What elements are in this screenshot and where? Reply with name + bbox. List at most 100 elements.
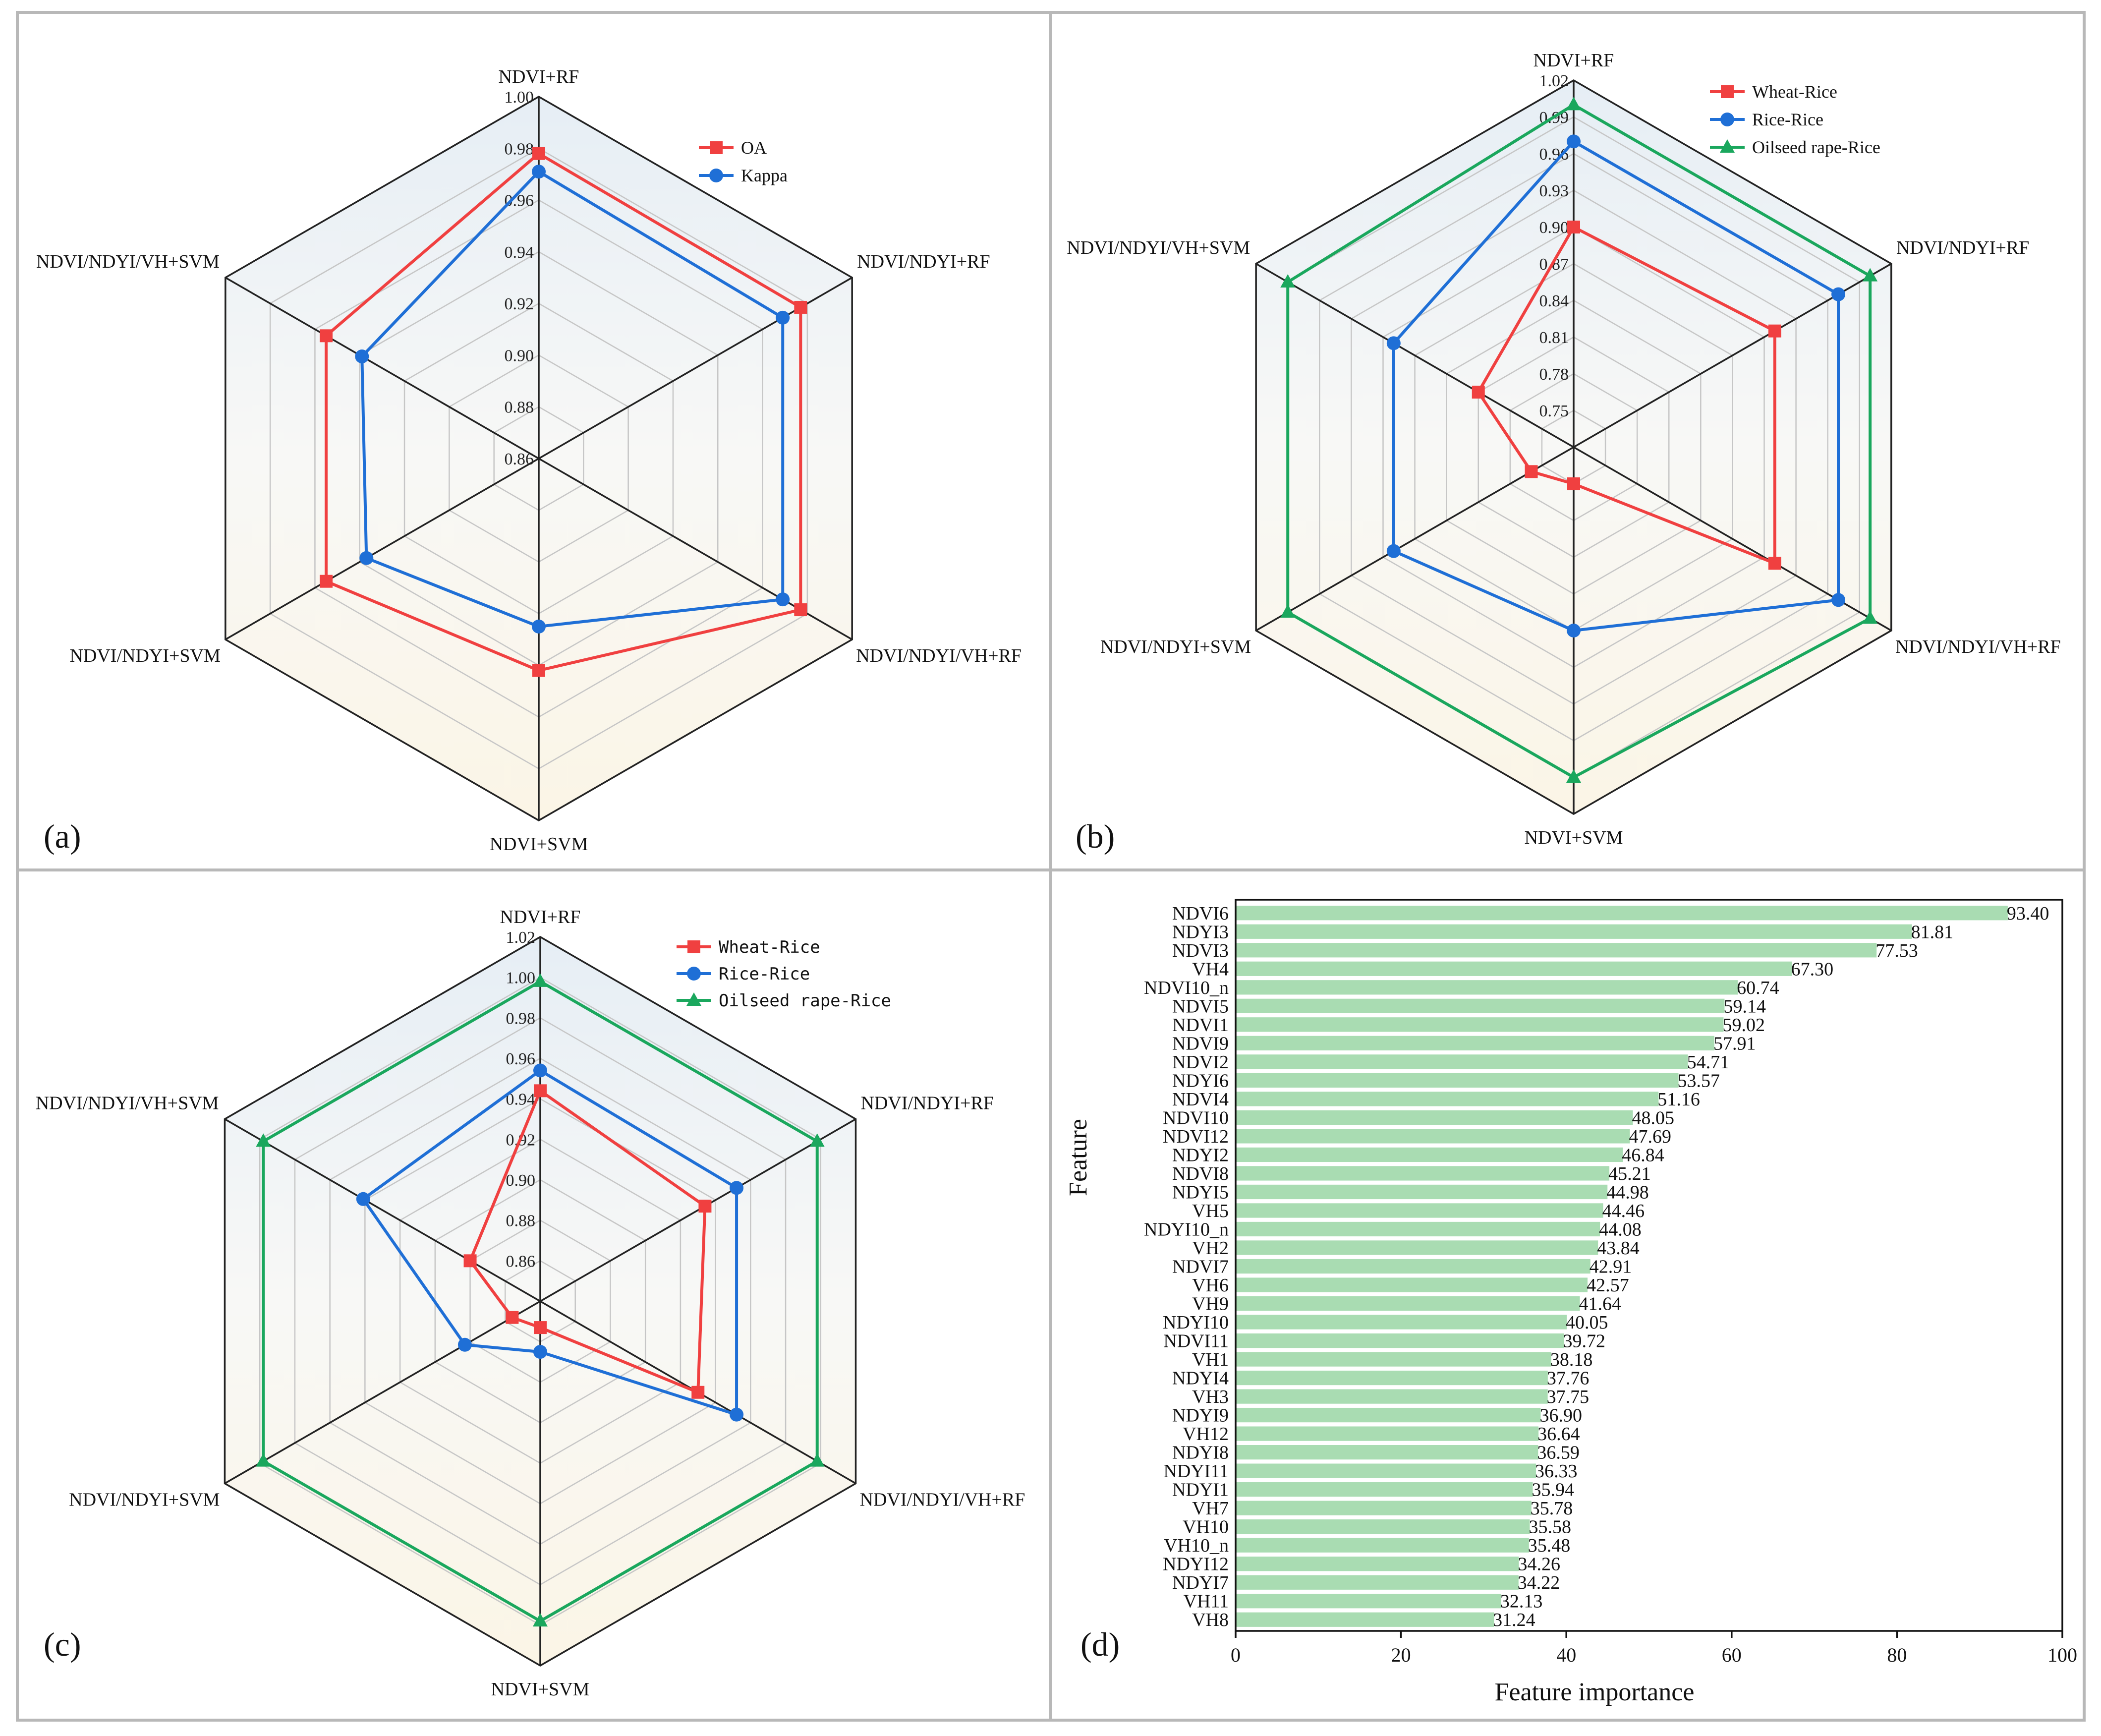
radar-a-point-OA — [794, 300, 807, 314]
radar-a-tick-label: 0.94 — [505, 243, 534, 262]
radar-a-spoke — [225, 277, 539, 460]
bar-value-label: 36.90 — [1539, 1405, 1582, 1426]
radar-b-point-Rice-Rice — [1831, 593, 1846, 607]
radar-a-tick-label: 0.90 — [505, 347, 534, 365]
radar-b-point-Oilseed rape-Rice — [1566, 97, 1581, 111]
bar-category-label: NDVI9 — [1172, 1033, 1229, 1054]
bar-category-label: VH7 — [1192, 1498, 1229, 1519]
x-tick-label: 20 — [1391, 1644, 1411, 1666]
bar — [1236, 1203, 1603, 1218]
radar-c-point-Oilseed rape-Rice — [256, 1133, 271, 1147]
radar-b-axis-label: NDVI/NDYI/VH+SVM — [1067, 237, 1250, 258]
bar-value-label: 59.14 — [1723, 996, 1766, 1017]
bar-value-label: 43.84 — [1597, 1238, 1640, 1259]
radar-a-axis-label: NDVI/NDYI+SVM — [69, 645, 220, 666]
bar-value-label: 54.71 — [1687, 1052, 1730, 1073]
radar-c-point-Oilseed rape-Rice — [533, 1613, 548, 1627]
radar-b-axis-label: NDVI/NDYI/VH+RF — [1895, 637, 2061, 657]
legend-c-label-Oilseed rape-Rice: Oilseed rape-Rice — [719, 991, 891, 1011]
bar — [1236, 1482, 1533, 1497]
bar — [1236, 1557, 1519, 1571]
radar-b-axis-label: NDVI/NDYI+RF — [1896, 237, 2029, 258]
bar-value-label: 36.33 — [1535, 1461, 1578, 1482]
bar — [1236, 1407, 1541, 1423]
radar-a-spoke — [225, 458, 539, 640]
bar-value-label: 37.75 — [1547, 1387, 1590, 1407]
radar-a-point-OA — [320, 575, 333, 588]
legend-b-marker-Oilseed rape-Rice — [1720, 139, 1735, 153]
bar — [1236, 1519, 1530, 1534]
radar-b-axis-label: NDVI/NDYI+SVM — [1100, 637, 1251, 657]
bar-value-label: 35.94 — [1532, 1480, 1574, 1501]
bar-value-label: 36.64 — [1537, 1424, 1580, 1445]
bar — [1236, 1110, 1633, 1125]
bar-value-label: 46.84 — [1622, 1145, 1664, 1165]
legend-c-label-Wheat-Rice: Wheat-Rice — [719, 937, 820, 957]
bar — [1236, 1017, 1724, 1032]
radar-a-tick-label: 0.88 — [505, 399, 534, 417]
bar-value-label: 37.76 — [1547, 1368, 1590, 1389]
x-tick-label: 60 — [1722, 1644, 1742, 1666]
bar — [1236, 1538, 1529, 1553]
bar-category-label: NDYI1 — [1172, 1480, 1229, 1501]
bar-category-label: NDVI10_n — [1144, 978, 1229, 998]
bar — [1236, 998, 1725, 1013]
radar-a-axis-label: NDVI/NDYI/VH+SVM — [36, 251, 220, 272]
bar — [1236, 924, 1912, 939]
radar-c-axis-label: NDVI/NDYI/VH+SVM — [36, 1093, 219, 1114]
radar-c-point-Rice-Rice — [730, 1181, 744, 1195]
bar — [1236, 1333, 1564, 1348]
radar-b-point-Oilseed rape-Rice — [1280, 604, 1296, 618]
radar-a-tick-label: 1.00 — [505, 88, 534, 107]
bar-value-label: 35.48 — [1528, 1535, 1571, 1556]
bar-category-label: NDYI5 — [1172, 1182, 1229, 1203]
bar — [1236, 1054, 1688, 1069]
legend-b-marker-Rice-Rice — [1720, 113, 1734, 126]
radar-b-tick-label: 0.84 — [1539, 292, 1569, 310]
bar — [1236, 1463, 1536, 1478]
radar-b-point-Wheat-Rice — [1472, 386, 1485, 399]
bar-category-label: NDYI9 — [1172, 1405, 1229, 1426]
bar-category-label: NDYI3 — [1172, 922, 1229, 942]
radar-b-point-Rice-Rice — [1386, 336, 1401, 350]
legend-a-label-Kappa: Kappa — [741, 166, 788, 185]
radar-c-point-Rice-Rice — [533, 1063, 547, 1078]
radar-chart-a: 1.00 0.98 0.96 0.94 0.92 0.90 0.88 0.86 NDVI+RF N… — [36, 66, 1022, 855]
radar-c-point-Rice-Rice — [730, 1407, 744, 1422]
bar-value-label: 36.59 — [1537, 1443, 1580, 1463]
bar-category-label: VH12 — [1183, 1424, 1229, 1445]
radar-c-tick-label: 0.96 — [506, 1050, 536, 1068]
bar-chart-d: NDVI6 93.40 NDYI3 81.81 NDVI3 77.53 VH4 67.30 ND… — [1064, 899, 2077, 1706]
radar-a-tick-label: 0.98 — [505, 140, 534, 158]
bar-value-label: 48.05 — [1632, 1107, 1674, 1128]
panel-label-b: (b) — [1076, 817, 1115, 855]
bar-category-label: NDVI1 — [1172, 1015, 1229, 1036]
radar-c-axis-label: NDVI/NDYI/VH+RF — [860, 1490, 1025, 1510]
radar-c-tick-label: 0.86 — [506, 1252, 536, 1271]
radar-b-point-Wheat-Rice — [1525, 465, 1538, 478]
bar-category-label: NDVI12 — [1163, 1126, 1229, 1147]
bar-value-label: 41.64 — [1579, 1294, 1622, 1315]
bar-value-label: 60.74 — [1737, 978, 1779, 998]
panel-label-d: (d) — [1080, 1625, 1120, 1663]
x-tick-label: 100 — [2047, 1644, 2077, 1666]
radar-c-tick-label: 0.90 — [506, 1171, 536, 1190]
legend-b-marker-Wheat-Rice — [1721, 85, 1734, 98]
bar-category-label: VH9 — [1192, 1294, 1229, 1315]
radar-b-outline — [1255, 79, 1892, 815]
radar-c-spoke — [224, 1300, 541, 1485]
legend-a-label-OA: OA — [741, 138, 767, 158]
legend-a-marker-Kappa — [709, 169, 723, 182]
legend-c-marker-Rice-Rice — [687, 967, 701, 981]
bar-category-label: VH11 — [1184, 1591, 1229, 1612]
bar-value-label: 40.05 — [1566, 1312, 1608, 1333]
bar — [1236, 1221, 1600, 1237]
radar-c-point-Oilseed rape-Rice — [256, 1453, 271, 1467]
radar-b-point-Wheat-Rice — [1768, 557, 1781, 570]
bar-value-label: 34.22 — [1518, 1572, 1560, 1593]
bar — [1236, 1389, 1548, 1404]
radar-c-axis-label: NDVI/NDYI+SVM — [69, 1490, 220, 1510]
radar-b-tick-label: 0.93 — [1539, 182, 1569, 200]
bar-value-label: 42.91 — [1590, 1257, 1632, 1277]
legend-c-marker-Wheat-Rice — [687, 940, 700, 953]
